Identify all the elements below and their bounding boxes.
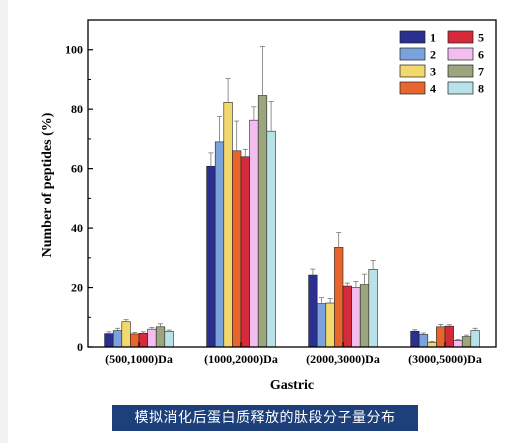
x-tick-label: (2000,3000)Da bbox=[306, 352, 380, 366]
bar-4-series-5 bbox=[444, 325, 454, 348]
bar-2-series-2 bbox=[214, 141, 225, 348]
bar-2-series-3 bbox=[223, 102, 233, 348]
legend-swatch-5 bbox=[447, 30, 474, 44]
y-tick-label: 20 bbox=[71, 281, 83, 295]
legend-label-1: 1 bbox=[430, 31, 436, 45]
x-tick-label: (500,1000)Da bbox=[105, 352, 173, 366]
legend-label-4: 4 bbox=[430, 82, 436, 96]
bar-3-series-7 bbox=[359, 284, 370, 348]
legend-label-5: 5 bbox=[478, 31, 484, 45]
figure-caption: 模拟消化后蛋白质释放的肽段分子量分布 bbox=[112, 405, 418, 431]
bar-2-series-7 bbox=[257, 95, 268, 348]
bar-4-series-7 bbox=[461, 336, 472, 348]
legend-label-7: 7 bbox=[478, 65, 484, 79]
bar-3-series-3 bbox=[325, 302, 335, 348]
bar-1-series-3 bbox=[121, 321, 131, 348]
y-tick-label: 40 bbox=[71, 221, 83, 235]
legend-swatch-2 bbox=[399, 47, 426, 61]
bar-2-series-6 bbox=[249, 119, 259, 348]
left-margin-strip bbox=[0, 0, 8, 443]
y-tick-label: 0 bbox=[77, 340, 83, 354]
legend-swatch-7 bbox=[447, 64, 474, 78]
legend-label-3: 3 bbox=[430, 65, 436, 79]
bar-1-series-6 bbox=[147, 328, 157, 348]
bar-1-series-1 bbox=[104, 333, 114, 348]
bar-1-series-7 bbox=[155, 326, 166, 348]
legend-label-8: 8 bbox=[478, 82, 484, 96]
bar-2-series-5 bbox=[240, 156, 250, 348]
bar-3-series-5 bbox=[342, 285, 352, 348]
legend-label-2: 2 bbox=[430, 48, 436, 62]
y-tick-label: 100 bbox=[65, 43, 83, 57]
legend-swatch-8 bbox=[447, 81, 474, 95]
x-axis-label: Gastric bbox=[270, 378, 314, 393]
plot-frame bbox=[87, 19, 497, 348]
bar-4-series-8 bbox=[470, 330, 480, 348]
y-axis-label: Number of peptides (%) bbox=[40, 112, 55, 257]
y-tick-label: 80 bbox=[71, 102, 83, 116]
bar-4-series-4 bbox=[436, 326, 446, 348]
bar-3-series-2 bbox=[316, 303, 327, 348]
grouped-bar-chart: 0 20 40 60 80 100 (500,1000)Da (1000,2000)Da (2… bbox=[40, 19, 497, 393]
legend-swatch-4 bbox=[399, 81, 426, 95]
bar-4-series-1 bbox=[410, 330, 420, 348]
bar-1-series-4 bbox=[130, 333, 140, 348]
bar-1-series-5 bbox=[138, 333, 148, 348]
bar-3-series-8 bbox=[368, 269, 378, 348]
legend-swatch-6 bbox=[447, 47, 474, 61]
legend: 1 2 3 4 5 6 7 8 bbox=[399, 30, 484, 96]
y-tick-label: 60 bbox=[71, 162, 83, 176]
bar-1-series-2 bbox=[112, 330, 123, 348]
legend-label-6: 6 bbox=[478, 48, 484, 62]
bar-1-series-8 bbox=[164, 330, 174, 348]
bar-3-series-1 bbox=[308, 274, 318, 348]
x-tick-label: (1000,2000)Da bbox=[204, 352, 278, 366]
bar-2-series-4 bbox=[232, 150, 242, 348]
legend-swatch-1 bbox=[399, 30, 426, 44]
bar-3-series-4 bbox=[334, 247, 344, 348]
legend-swatch-3 bbox=[399, 64, 426, 78]
x-tick-label: (3000,5000)Da bbox=[408, 352, 482, 366]
bar-2-series-1 bbox=[206, 165, 216, 348]
bar-2-series-8 bbox=[266, 130, 276, 348]
bar-4-series-3 bbox=[427, 341, 437, 348]
bar-4-series-2 bbox=[418, 334, 429, 348]
bar-3-series-6 bbox=[351, 287, 361, 348]
bar-4-series-6 bbox=[453, 340, 463, 348]
